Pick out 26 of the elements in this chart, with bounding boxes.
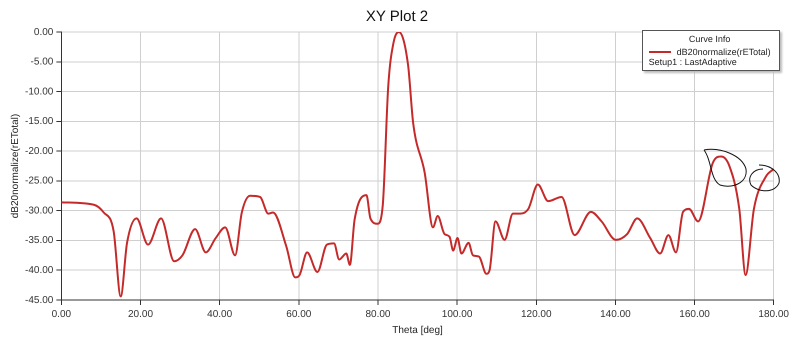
y-tick-label: -25.00 bbox=[24, 176, 54, 187]
x-tick-label: 140.00 bbox=[600, 308, 632, 320]
x-tick-label: 40.00 bbox=[207, 308, 233, 320]
x-tick-label: 80.00 bbox=[365, 308, 391, 320]
y-tick-label: -35.00 bbox=[24, 235, 54, 246]
legend-title: Curve Info bbox=[688, 34, 732, 44]
annotation: Setup1 : LastAdaptive bbox=[648, 57, 738, 67]
y-tick-label: 0.00 bbox=[34, 26, 54, 38]
y-tick-label: -5.00 bbox=[30, 56, 54, 68]
x-tick-label: 0.00 bbox=[52, 308, 72, 320]
y-tick-label: -40.00 bbox=[24, 264, 54, 276]
x-tick-label: 20.00 bbox=[128, 308, 154, 320]
y-axis-title: dB20normalize(rETotal) bbox=[10, 114, 21, 218]
legend-label: dB20normalize(rETotal) bbox=[676, 47, 771, 57]
y-tick-label: -15.00 bbox=[24, 116, 54, 128]
y-tick-label: -30.00 bbox=[24, 205, 54, 216]
chart-title: XY Plot 2 bbox=[366, 8, 428, 26]
y-tick-label: -45.00 bbox=[24, 294, 54, 306]
y-tick-label: -10.00 bbox=[24, 86, 54, 98]
x-tick-label: 160.00 bbox=[679, 308, 710, 320]
x-axis-title: Theta [deg] bbox=[392, 324, 444, 336]
x-tick-label: 60.00 bbox=[286, 308, 312, 320]
x-tick-label: 180.00 bbox=[758, 308, 790, 320]
x-tick-label: 100.00 bbox=[442, 308, 473, 320]
x-tick-label: 120.00 bbox=[520, 308, 552, 320]
y-tick-label: -20.00 bbox=[24, 146, 54, 157]
